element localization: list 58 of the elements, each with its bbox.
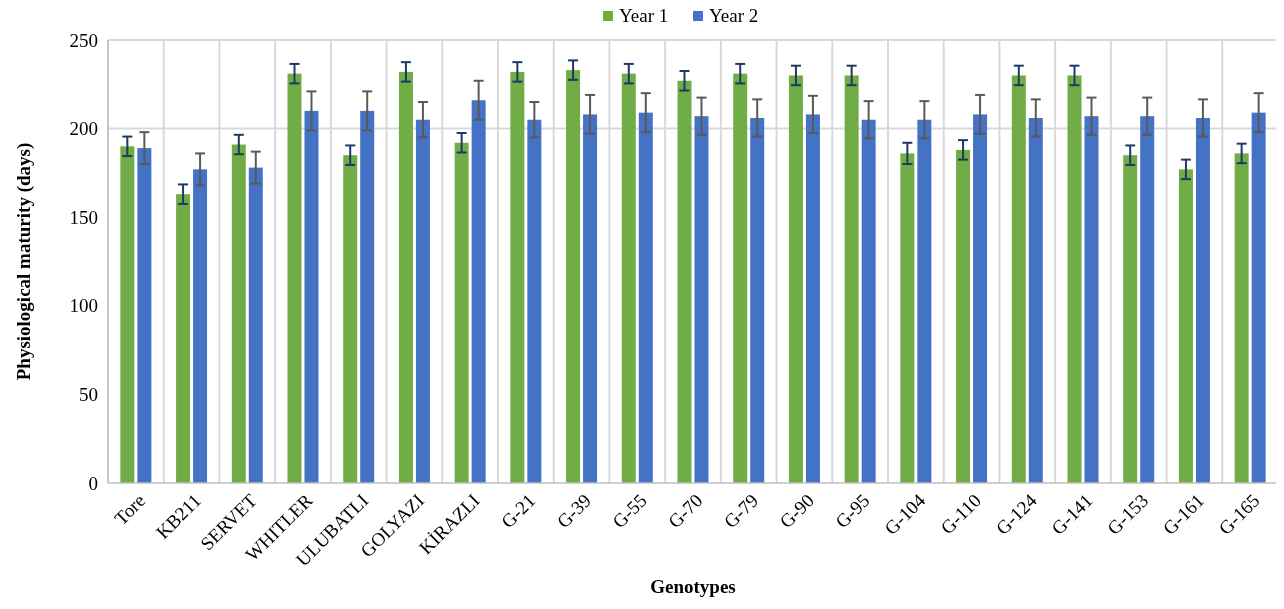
bar xyxy=(231,144,246,483)
bar xyxy=(566,70,581,483)
y-axis-title: Physiological maturity (days) xyxy=(13,142,35,381)
bar xyxy=(454,142,469,483)
y-tick-label: 100 xyxy=(69,295,98,317)
bar xyxy=(137,148,152,483)
bar xyxy=(805,114,820,483)
x-tick-label: G-90 xyxy=(775,489,818,533)
bar xyxy=(527,119,542,483)
bar xyxy=(621,73,636,483)
y-tick-label: 0 xyxy=(88,472,98,494)
bar xyxy=(917,119,932,483)
bar xyxy=(1251,112,1266,483)
bar xyxy=(1011,75,1026,483)
bar xyxy=(1234,153,1249,483)
bar xyxy=(415,119,430,483)
bar xyxy=(360,110,375,483)
bar xyxy=(638,112,653,483)
x-tick-label: G-70 xyxy=(664,489,707,533)
bar xyxy=(510,71,525,483)
bar xyxy=(193,169,208,483)
bar xyxy=(900,153,915,483)
bar xyxy=(583,114,598,483)
bar xyxy=(788,75,803,483)
bar xyxy=(1195,117,1210,483)
bar xyxy=(120,146,135,483)
y-tick-label: 50 xyxy=(79,384,98,406)
bar xyxy=(287,73,302,483)
bar xyxy=(733,73,748,483)
bar xyxy=(304,110,319,483)
x-axis-title: Genotypes xyxy=(650,576,736,597)
bar xyxy=(1178,169,1193,483)
bar xyxy=(1084,116,1099,483)
bar xyxy=(1140,116,1155,483)
bar xyxy=(1067,75,1082,483)
bar xyxy=(844,75,859,483)
bar xyxy=(956,149,971,483)
bar xyxy=(973,114,988,483)
bar xyxy=(343,155,358,483)
bar xyxy=(398,71,413,483)
legend-label: Year 2 xyxy=(709,5,759,26)
bar xyxy=(1028,117,1043,483)
y-tick-label: 250 xyxy=(69,29,98,51)
bar xyxy=(694,116,709,483)
bar xyxy=(861,119,876,483)
x-tick-label: Tore xyxy=(110,489,150,529)
bar xyxy=(750,117,765,483)
bar xyxy=(1123,155,1138,483)
legend-label: Year 1 xyxy=(619,5,669,26)
x-tick-label: G-21 xyxy=(496,489,540,533)
x-tick-label: G-79 xyxy=(719,489,763,533)
bar xyxy=(471,100,486,483)
bar xyxy=(677,80,692,483)
y-tick-label: 200 xyxy=(69,118,98,140)
bar xyxy=(176,194,191,483)
x-tick-label: G-39 xyxy=(552,489,596,533)
bar xyxy=(248,167,263,483)
y-tick-label: 150 xyxy=(69,206,98,228)
